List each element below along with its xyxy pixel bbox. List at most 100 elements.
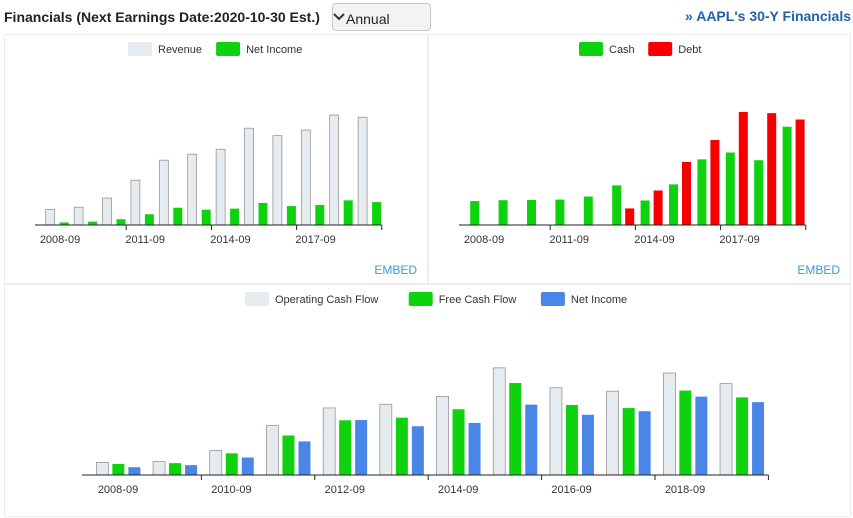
bar-operating-cash-flow-2010-09[interactable] [209,450,223,476]
bar-revenue-2018-09[interactable] [329,114,340,226]
bar-cash-2015-09[interactable] [669,184,678,225]
bar-free-cash-flow-2008-09[interactable] [112,463,125,475]
embed-link-income[interactable]: EMBED [374,263,417,277]
bar-net-income-2017-09[interactable] [638,411,651,475]
bar-net-income-2009-09[interactable] [185,465,198,475]
bar-operating-cash-flow-2018-09[interactable] [662,372,676,476]
legend-swatch-free-cash-flow[interactable] [408,292,433,306]
bar-operating-cash-flow-2016-09[interactable] [549,387,563,476]
legend-label-revenue[interactable]: Revenue [158,44,202,56]
bar-revenue-2016-09[interactable] [272,135,283,226]
embed-link-balance[interactable]: EMBED [797,263,840,277]
bar-debt-2018-09[interactable] [767,113,777,225]
bar-cash-2010-09[interactable] [527,199,536,225]
bar-revenue-2014-09[interactable] [215,148,226,226]
bar-revenue-2011-09[interactable] [130,179,141,226]
bar-revenue-2010-09[interactable] [102,197,112,226]
bar-revenue-2017-09[interactable] [300,129,311,226]
30y-financials-link[interactable]: » AAPL's 30-Y Financials [685,8,851,24]
bar-free-cash-flow-2011-09[interactable] [282,435,295,475]
bar-net-income-2015-09[interactable] [258,202,268,225]
bar-free-cash-flow-2014-09[interactable] [452,409,465,475]
bar-revenue-2009-09[interactable] [73,206,84,226]
bar-cash-2016-09[interactable] [697,159,707,225]
bar-operating-cash-flow-2019-09[interactable] [719,383,733,476]
bar-revenue-2015-09[interactable] [244,127,254,226]
bar-net-income-2012-09[interactable] [173,207,183,225]
period-select[interactable]: Annual [332,3,431,31]
bar-debt-2013-09[interactable] [625,208,635,225]
bar-free-cash-flow-2012-09[interactable] [339,420,352,475]
bar-net-income-2019-09[interactable] [752,402,765,475]
bar-operating-cash-flow-2008-09[interactable] [95,462,109,476]
bar-free-cash-flow-2019-09[interactable] [736,397,749,475]
bar-debt-2019-09[interactable] [795,119,805,225]
bar-debt-2015-09[interactable] [682,161,691,225]
bar-operating-cash-flow-2014-09[interactable] [436,395,449,476]
bar-cash-2008-09[interactable] [470,201,480,225]
bar-net-income-2011-09[interactable] [298,441,311,475]
bar-net-income-2010-09[interactable] [116,219,126,225]
legend-swatch-revenue[interactable] [128,42,152,56]
bar-operating-cash-flow-2015-09[interactable] [492,367,506,476]
bar-net-income-2014-09[interactable] [230,208,240,225]
legend-label-net-income[interactable]: Net Income [571,294,627,306]
bar-free-cash-flow-2009-09[interactable] [169,463,182,475]
bar-debt-2016-09[interactable] [710,140,720,225]
bar-operating-cash-flow-2009-09[interactable] [152,461,166,476]
bar-cash-2012-09[interactable] [583,196,593,225]
bar-cash-2014-09[interactable] [640,200,650,225]
legend-swatch-cash[interactable] [579,42,603,56]
bar-free-cash-flow-2015-09[interactable] [509,383,522,475]
bar-net-income-2014-09[interactable] [468,422,481,475]
bar-net-income-2016-09[interactable] [581,414,594,475]
legend-swatch-net-income[interactable] [216,42,241,56]
bar-free-cash-flow-2016-09[interactable] [565,405,578,475]
bar-net-income-2015-09[interactable] [525,404,538,475]
x-tick-label: 2016-09 [551,484,591,496]
legend-label-free-cash-flow[interactable]: Free Cash Flow [439,294,517,306]
bar-net-income-2008-09[interactable] [59,222,69,225]
bar-net-income-2010-09[interactable] [241,457,254,475]
x-tick-label: 2017-09 [719,234,759,246]
bar-cash-2013-09[interactable] [612,185,622,225]
bar-free-cash-flow-2010-09[interactable] [225,453,238,475]
legend-swatch-net-income[interactable] [540,292,565,306]
bar-operating-cash-flow-2011-09[interactable] [266,425,279,476]
bar-net-income-2008-09[interactable] [128,467,141,475]
legend-swatch-debt[interactable] [648,42,673,56]
bar-net-income-2013-09[interactable] [201,209,211,225]
bar-cash-2011-09[interactable] [555,199,565,225]
bar-cash-2019-09[interactable] [782,126,792,225]
bar-net-income-2016-09[interactable] [286,206,296,225]
legend-label-debt[interactable]: Debt [678,44,701,56]
bar-free-cash-flow-2018-09[interactable] [679,390,692,475]
bar-operating-cash-flow-2013-09[interactable] [379,403,393,476]
bar-free-cash-flow-2017-09[interactable] [622,408,635,475]
legend-label-cash[interactable]: Cash [609,44,635,56]
bar-net-income-2019-09[interactable] [372,202,382,225]
bar-operating-cash-flow-2012-09[interactable] [322,407,336,476]
bar-net-income-2013-09[interactable] [411,426,424,475]
bar-net-income-2018-09[interactable] [343,200,353,225]
bar-debt-2014-09[interactable] [653,190,663,225]
bar-debt-2017-09[interactable] [738,111,748,225]
revenue-netincome-chart: Revenue Net Income 2008-09 2011-09 2014-09 20… [35,42,383,246]
legend-swatch-operating-cash-flow[interactable] [245,292,269,306]
bar-cash-2018-09[interactable] [754,160,764,225]
bar-operating-cash-flow-2017-09[interactable] [606,390,620,476]
bar-free-cash-flow-2013-09[interactable] [395,417,408,475]
bar-net-income-2011-09[interactable] [144,214,154,225]
bar-cash-2017-09[interactable] [725,152,735,225]
bar-net-income-2012-09[interactable] [355,420,368,475]
bar-revenue-2013-09[interactable] [187,153,198,226]
bar-revenue-2008-09[interactable] [45,209,56,226]
bar-revenue-2019-09[interactable] [357,116,368,226]
bar-net-income-2009-09[interactable] [88,221,98,225]
bar-revenue-2012-09[interactable] [158,159,169,226]
bar-cash-2009-09[interactable] [498,200,508,225]
bar-net-income-2017-09[interactable] [315,204,325,225]
bar-net-income-2018-09[interactable] [695,396,708,475]
legend-label-operating-cash-flow[interactable]: Operating Cash Flow [275,294,378,306]
legend-label-net-income[interactable]: Net Income [246,44,302,56]
